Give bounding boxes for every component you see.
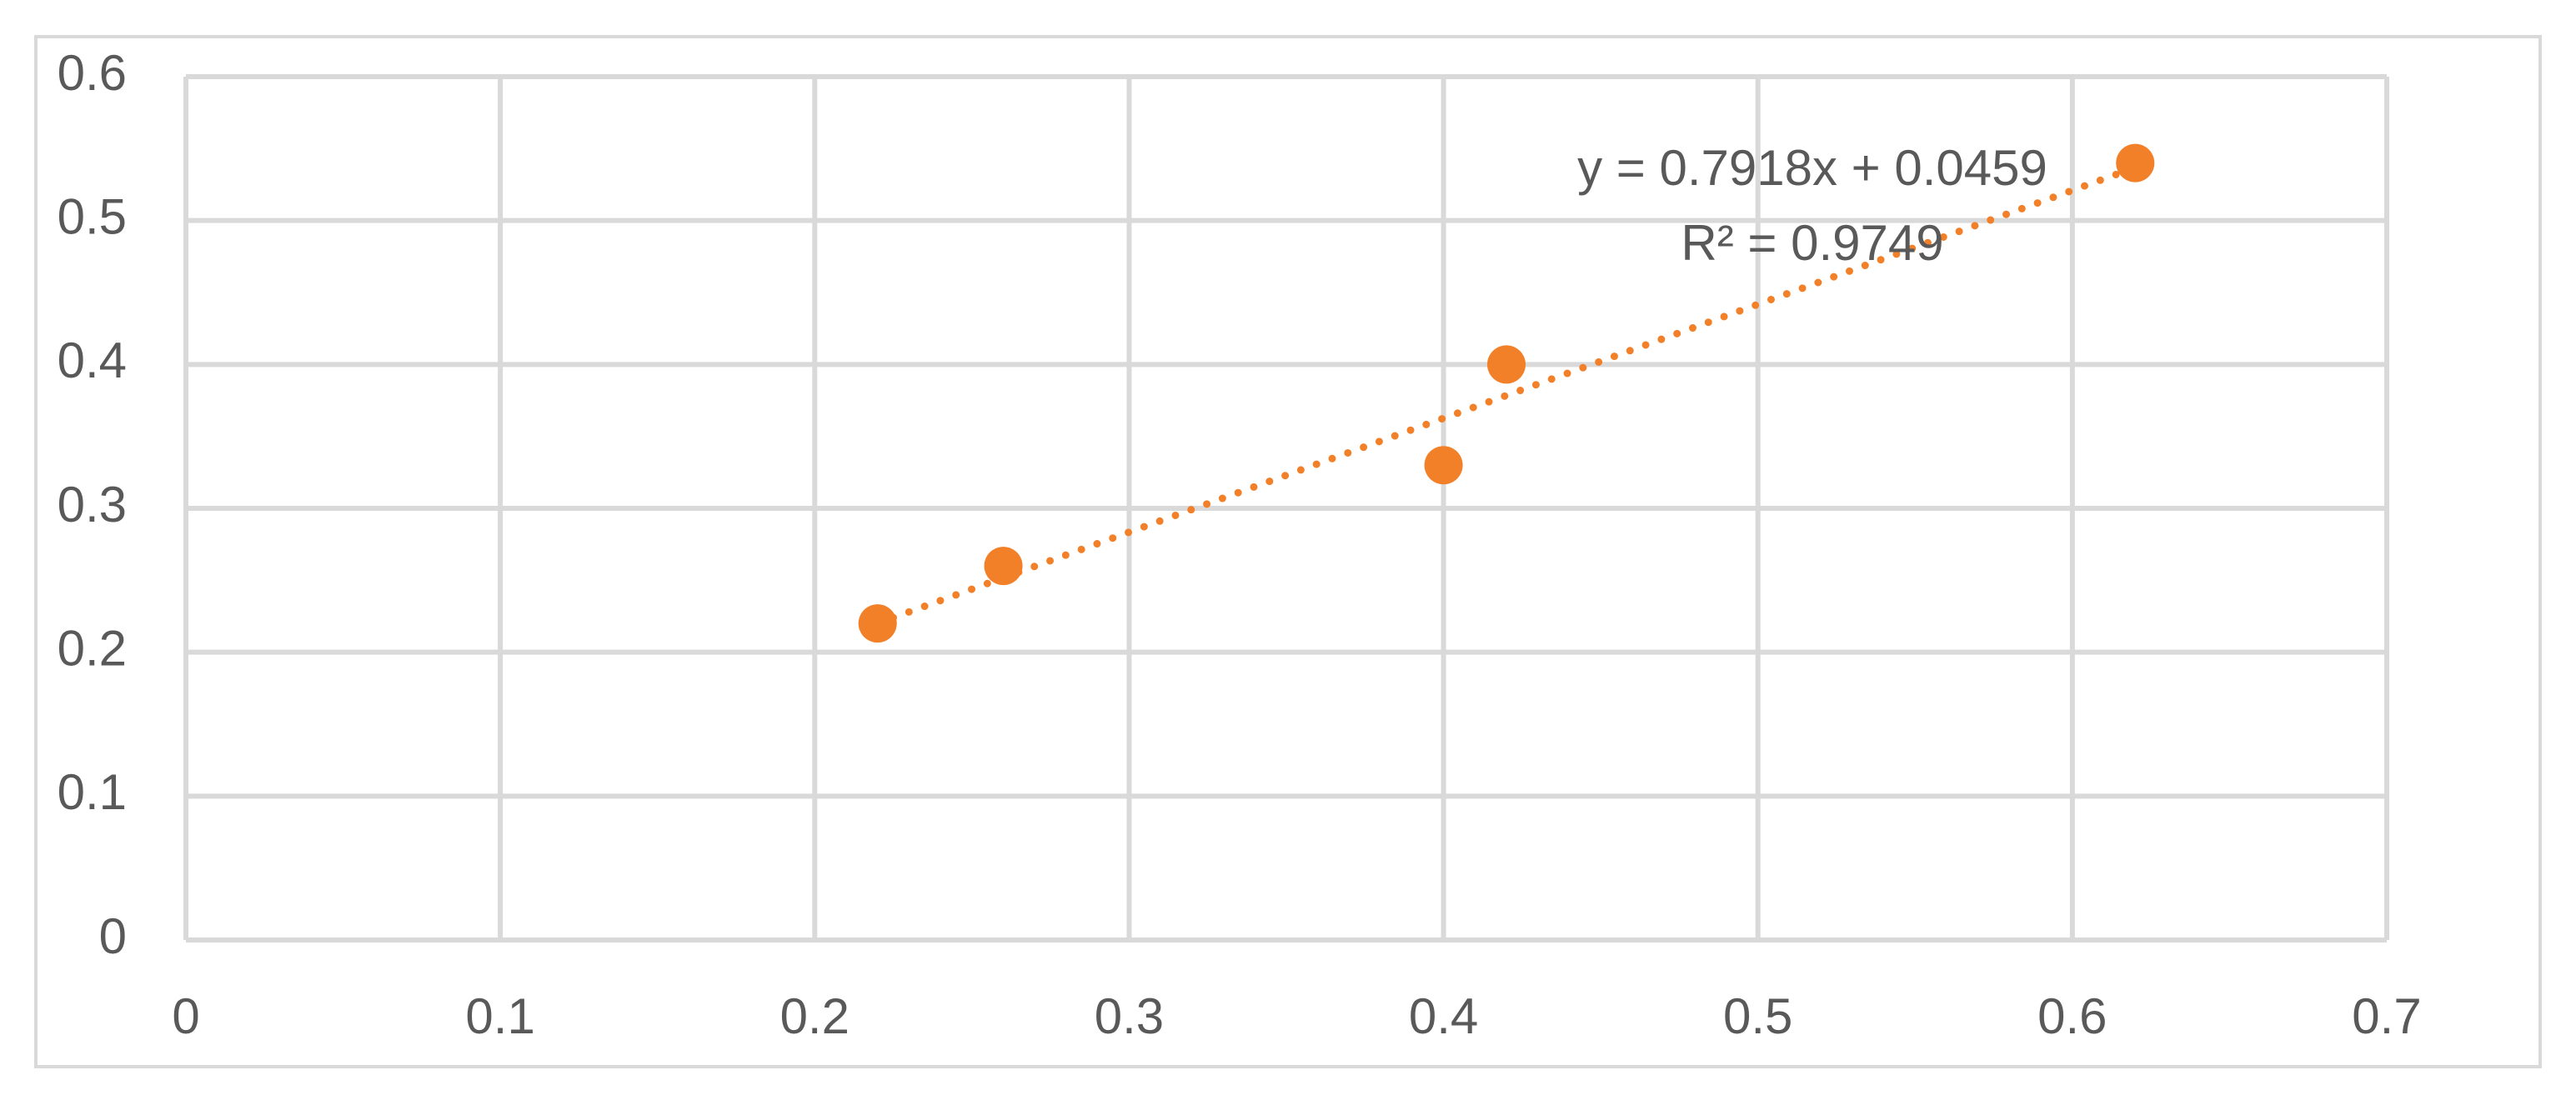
y-tick-label: 0.2 [58, 621, 127, 677]
x-tick-label: 0.2 [780, 988, 849, 1044]
y-tick-label: 0.6 [58, 45, 127, 101]
y-tick-label: 0 [99, 908, 127, 964]
x-tick-label: 0.6 [2037, 988, 2107, 1044]
trendline-r2: R² = 0.9749 [1681, 215, 1943, 271]
data-point [984, 547, 1023, 586]
y-tick-label: 0.5 [58, 189, 127, 245]
x-tick-label: 0.1 [465, 988, 534, 1044]
y-tick-label: 0.1 [58, 764, 127, 820]
trendline [874, 163, 2139, 628]
y-tick-label: 0.4 [58, 332, 127, 388]
data-point [858, 604, 897, 643]
y-tick-label: 0.3 [58, 477, 127, 532]
trendline-equation: y = 0.7918x + 0.0459 [1577, 140, 2047, 196]
x-tick-label: 0.3 [1095, 988, 1164, 1044]
x-tick-label: 0.5 [1723, 988, 1792, 1044]
grid [183, 74, 2389, 942]
x-tick-label: 0.7 [2352, 988, 2421, 1044]
plot-area [858, 143, 2155, 643]
data-point [2116, 143, 2155, 182]
data-point [1487, 345, 1526, 384]
chart-border [34, 35, 2542, 1068]
x-tick-label: 0.4 [1409, 988, 1478, 1044]
data-point [1424, 446, 1463, 485]
x-tick-label: 0 [172, 988, 199, 1044]
